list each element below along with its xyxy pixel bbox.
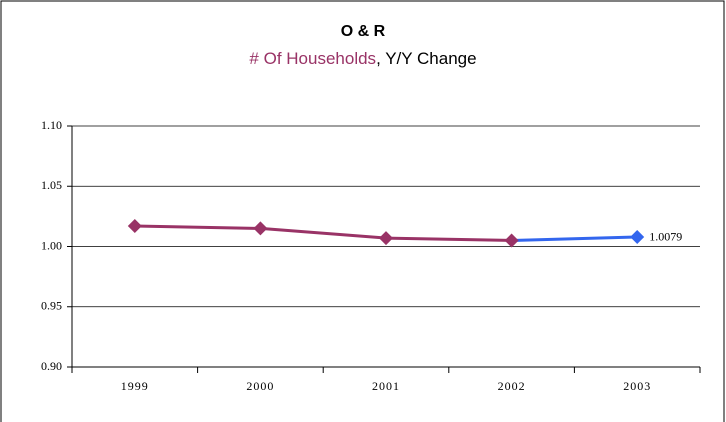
x-tick-label: 1999	[121, 379, 149, 393]
point-marker	[630, 229, 645, 244]
subtitle-part: , Y/Y Change	[376, 49, 477, 68]
point-marker	[379, 231, 393, 246]
data-label: 1.0079	[649, 230, 682, 244]
x-tick-label: 2003	[623, 379, 651, 393]
y-tick-label: 1.05	[41, 178, 62, 192]
point-marker	[253, 221, 268, 236]
chart-subtitle: # Of Households, Y/Y Change	[249, 49, 476, 68]
line-segment	[260, 226, 387, 240]
y-tick-label: 1.00	[41, 238, 62, 252]
point-marker	[127, 219, 142, 234]
y-tick-label: 0.95	[41, 299, 62, 313]
point-marker	[504, 233, 519, 248]
subtitle-part: # Of Households	[249, 49, 376, 68]
y-tick-label: 1.10	[41, 118, 62, 132]
x-tick-label: 2001	[372, 379, 400, 393]
y-tick-label: 0.90	[41, 359, 62, 373]
line-segment	[134, 224, 261, 230]
x-tick-label: 2002	[498, 379, 526, 393]
line-segment	[385, 236, 512, 242]
chart-title: O & R	[341, 23, 386, 40]
line-segment	[511, 235, 638, 242]
x-tick-label: 2000	[246, 379, 274, 393]
